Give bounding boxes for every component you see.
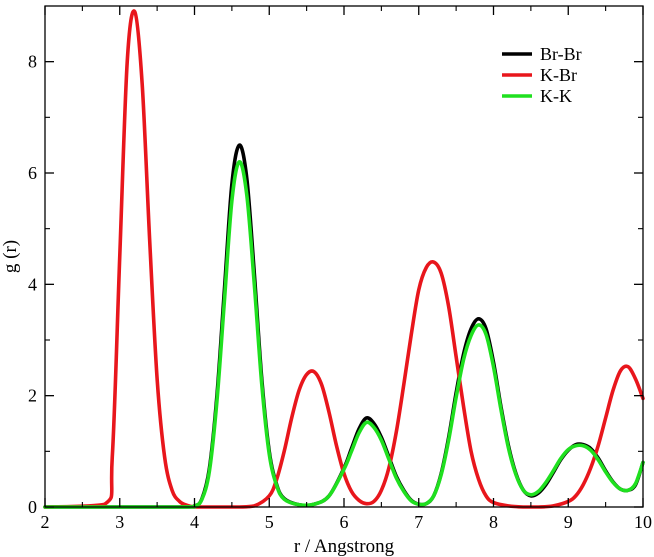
x-tick-label: 2 [41,512,50,532]
y-tick-label: 8 [28,52,37,72]
x-tick-label: 4 [190,512,199,532]
y-axis-label: g (r) [0,240,21,273]
x-tick-label: 10 [634,512,652,532]
legend: Br-BrK-BrK-K [502,44,582,106]
legend-label-br-br: Br-Br [540,44,582,64]
y-tick-label: 6 [28,163,37,183]
y-tick-label: 2 [28,386,37,406]
x-axis-label: r / Angstrong [294,536,395,557]
x-tick-label: 9 [564,512,573,532]
series-line-k-br [43,9,645,509]
y-tick-label: 4 [28,274,37,294]
legend-label-k-br: K-Br [540,65,577,85]
y-tick-label: 0 [28,497,37,517]
x-tick-label: 7 [414,512,423,532]
legend-label-k-k: K-K [540,86,572,106]
x-tick-label: 8 [489,512,498,532]
x-tick-label: 5 [265,512,274,532]
x-tick-label: 3 [115,512,124,532]
x-tick-label: 6 [340,512,349,532]
